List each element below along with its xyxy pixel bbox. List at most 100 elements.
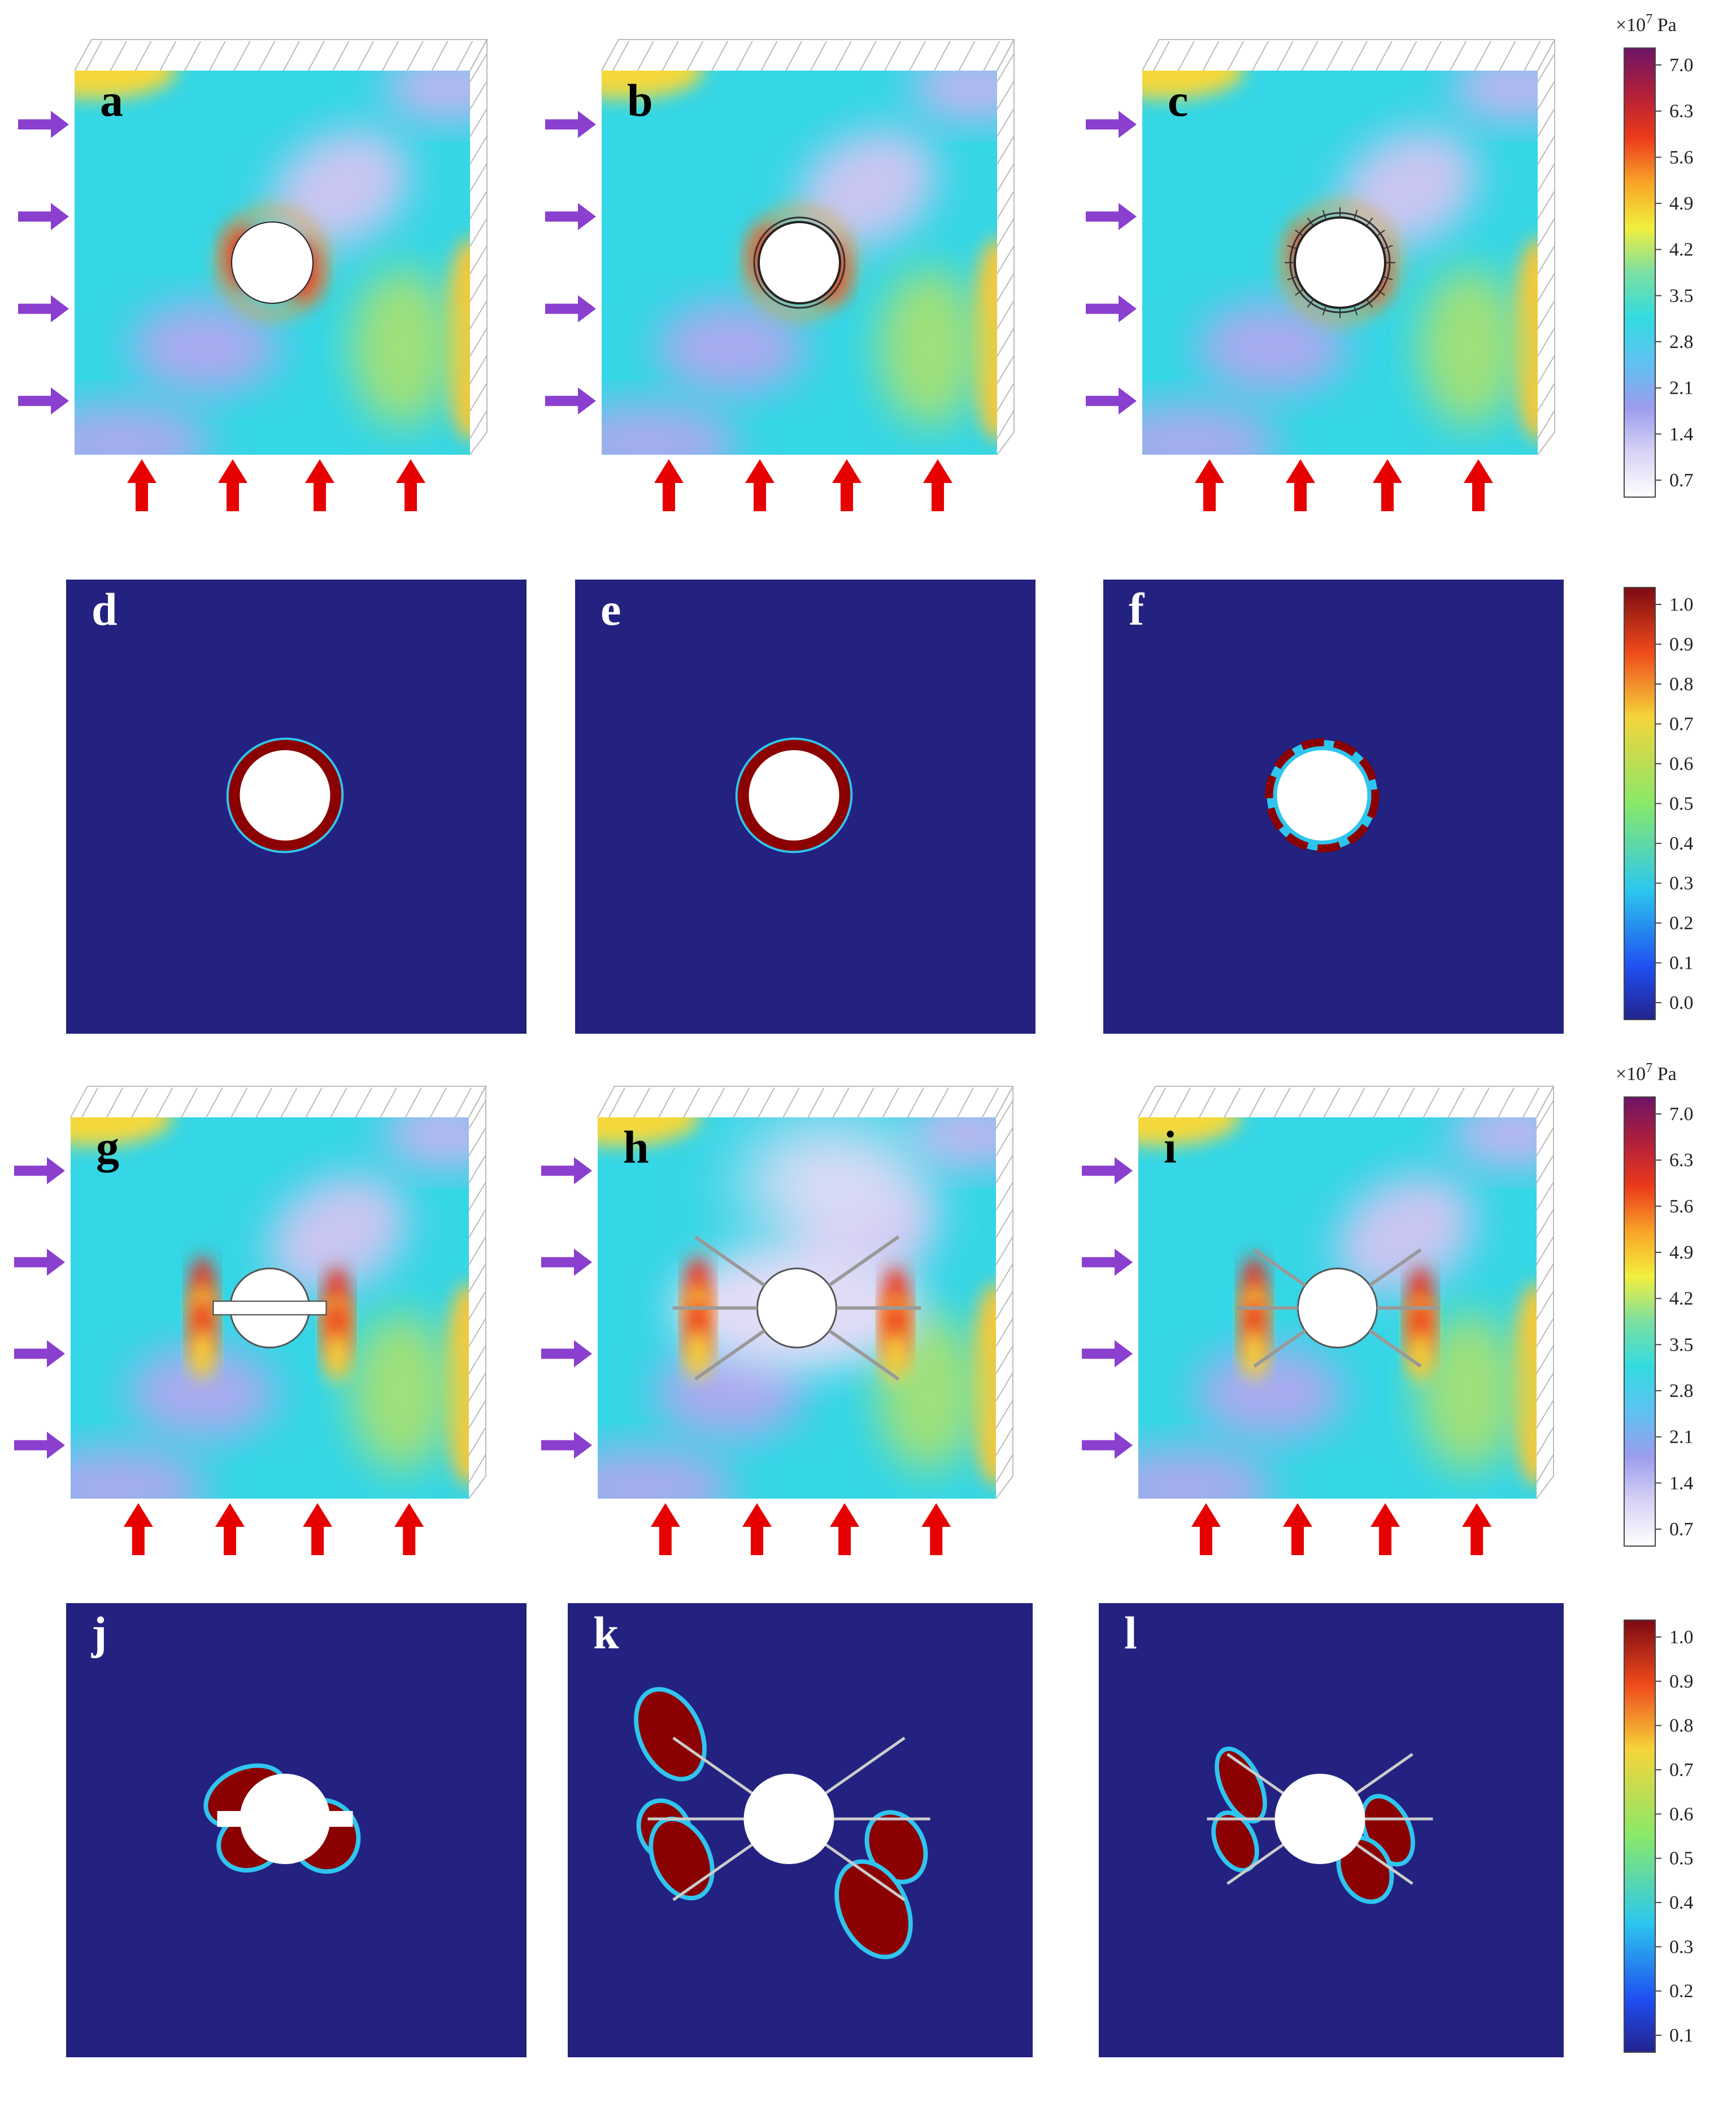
anchor-bolt — [825, 1843, 906, 1901]
damage-zone — [1219, 1751, 1263, 1819]
panel-label: e — [601, 584, 621, 635]
colorbar-tick-label: 0.0 — [1669, 992, 1694, 1013]
top-constraint-hatching — [1142, 39, 1556, 71]
horizontal-load-arrows — [541, 1157, 592, 1459]
right-constraint-hatching — [997, 39, 1015, 455]
purple-arrow-icon — [541, 1340, 592, 1368]
support-bar — [212, 1300, 327, 1316]
purple-arrow-icon — [1086, 111, 1137, 138]
colorbar-tick-label: 0.9 — [1669, 634, 1694, 655]
right-constraint-hatching — [468, 1086, 486, 1499]
right-constraint-hatching — [1537, 39, 1555, 455]
panel-label: j — [91, 1607, 107, 1658]
tunnel-opening — [756, 1268, 837, 1348]
colorbar-tick-label: 7.0 — [1669, 55, 1694, 76]
red-arrow-icon — [394, 1503, 424, 1555]
red-arrow-icon — [303, 1503, 333, 1555]
purple-arrow-icon — [541, 1431, 592, 1459]
purple-arrow-icon — [1086, 203, 1137, 230]
red-arrow-icon — [1286, 459, 1315, 511]
panel-f: f — [1103, 580, 1564, 1034]
panel-label: f — [1129, 584, 1145, 635]
panel-label: a — [100, 75, 123, 126]
panel-j: j — [66, 1603, 527, 2057]
red-arrow-icon — [123, 1503, 153, 1555]
panel-d: d — [66, 580, 527, 1034]
red-arrow-icon — [1283, 1503, 1312, 1555]
purple-arrow-icon — [14, 1157, 65, 1185]
colorbar-unit: ×107 Pa — [1616, 1061, 1677, 1085]
colorbar-tick-label: 6.3 — [1669, 101, 1694, 122]
damage-field — [66, 1603, 527, 2057]
colorbar-tick-label: 5.6 — [1669, 1196, 1694, 1217]
colorbar-tick-label: 0.6 — [1669, 754, 1694, 774]
colorbar-gradient — [1624, 47, 1656, 498]
colorbar-tick-label: 0.7 — [1669, 1519, 1694, 1540]
purple-arrow-icon — [541, 1157, 592, 1185]
purple-arrow-icon — [1082, 1248, 1133, 1276]
right-constraint-hatching — [995, 1086, 1013, 1499]
panel-k: k — [568, 1603, 1033, 2057]
lining-ring — [753, 216, 846, 309]
purple-arrow-icon — [18, 111, 69, 138]
colorbar-tick-label: 1.0 — [1669, 594, 1694, 615]
red-arrow-icon — [218, 459, 247, 511]
damage-zone — [869, 1814, 924, 1880]
purple-arrow-icon — [545, 111, 596, 138]
red-arrow-icon — [742, 1503, 772, 1555]
colorbar-tick-label: 2.8 — [1669, 1381, 1694, 1401]
panel-label: c — [1168, 75, 1188, 126]
purple-arrow-icon — [1082, 1157, 1133, 1185]
colorbar-stress-top: ×107 Pa 7.0 6.3 5.6 4.9 4.2 3.5 2.8 2.1 1.4 0.7 — [1616, 12, 1694, 498]
anchor-bolt — [672, 1843, 753, 1901]
damage-zone — [839, 1864, 908, 1955]
purple-arrow-icon — [1086, 295, 1137, 323]
red-arrow-icon — [1195, 459, 1224, 511]
panel-a: a — [18, 39, 488, 511]
colorbar-damage-bottom: 1.0 0.9 0.8 0.7 0.6 0.5 0.4 0.3 0.2 0.1 — [1624, 1620, 1694, 2053]
tunnel-opening — [1297, 1268, 1378, 1348]
stress-field — [1142, 71, 1538, 455]
colorbar-tick-label: 5.6 — [1669, 147, 1694, 168]
colorbar-tick-label: 0.1 — [1669, 953, 1694, 974]
colorbar-tick-label: 0.7 — [1669, 714, 1694, 735]
colorbar-tick-label: 0.7 — [1669, 470, 1694, 491]
horizontal-load-arrows — [14, 1157, 65, 1459]
colorbar-tick-label: 4.2 — [1669, 1288, 1694, 1309]
red-arrow-icon — [305, 459, 334, 511]
top-constraint-hatching — [601, 39, 1015, 71]
anchor-bolt — [1356, 1843, 1413, 1885]
colorbar-tick-label: 0.3 — [1669, 1936, 1694, 1957]
colorbar-tick-label: 1.4 — [1669, 424, 1694, 445]
stress-field — [602, 71, 997, 455]
top-constraint-hatching — [1138, 1086, 1555, 1118]
tunnel-opening — [1274, 1774, 1365, 1864]
red-arrow-icon — [127, 459, 156, 511]
purple-arrow-icon — [541, 1248, 592, 1276]
colorbar-tick-label: 6.3 — [1669, 1150, 1694, 1171]
colorbar-tick-label: 4.9 — [1669, 193, 1694, 214]
stress-field — [75, 71, 470, 455]
colorbar-tick-label: 0.9 — [1669, 1671, 1694, 1692]
anchor-bolt — [1369, 1329, 1422, 1368]
purple-arrow-icon — [545, 203, 596, 230]
vertical-load-arrows — [127, 459, 425, 511]
stress-field — [1138, 1117, 1537, 1499]
vertical-load-arrows — [123, 1503, 424, 1555]
anchor-bolt — [825, 1736, 906, 1795]
colorbar-tick-label: 3.5 — [1669, 285, 1694, 306]
tunnel-opening — [758, 221, 841, 304]
panel-label: k — [593, 1607, 619, 1658]
anchor-bolt — [1253, 1329, 1306, 1368]
damage-field — [568, 1603, 1033, 2057]
red-arrow-icon — [650, 1503, 680, 1555]
panel-label: b — [627, 75, 653, 126]
purple-arrow-icon — [545, 387, 596, 415]
tunnel-opening — [240, 1774, 330, 1864]
damage-zone — [1216, 1814, 1255, 1869]
anchor-bolt — [1369, 1248, 1422, 1287]
right-constraint-hatching — [469, 39, 488, 455]
red-arrow-icon — [1373, 459, 1402, 511]
colorbar-tick-label: 2.8 — [1669, 332, 1694, 352]
anchor-bolt — [672, 1736, 753, 1795]
